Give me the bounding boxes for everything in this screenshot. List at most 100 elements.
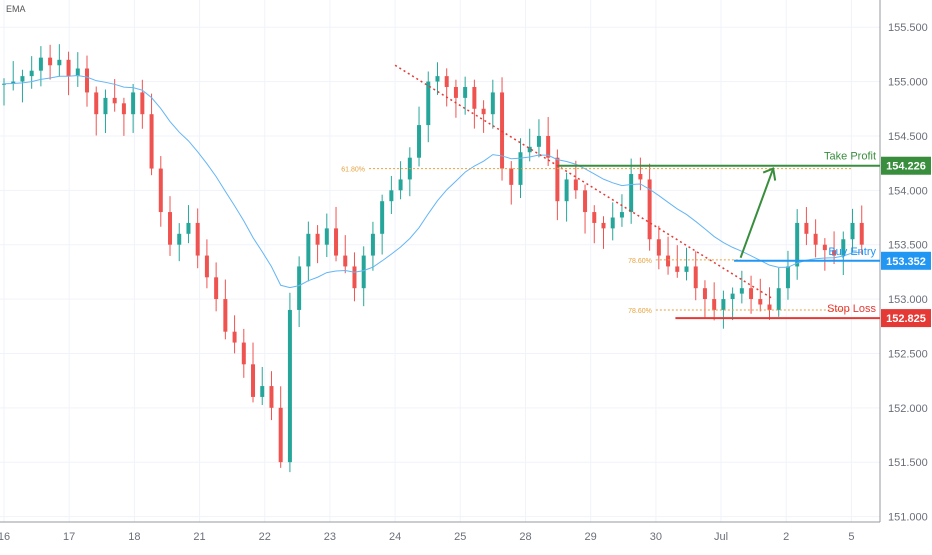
- candle-body: [490, 92, 495, 115]
- candle-body: [48, 57, 53, 66]
- candle-body: [370, 233, 375, 256]
- target-arrow-head: [762, 167, 777, 181]
- candle-body: [804, 222, 809, 234]
- x-tick-label: 24: [389, 531, 401, 543]
- candle-body: [324, 228, 329, 245]
- candle-body: [287, 309, 292, 463]
- candle-body: [361, 255, 366, 289]
- x-tick-label: 2: [783, 531, 789, 543]
- fib-61-8-label: 61.80%: [341, 167, 365, 174]
- downtrend-line: [394, 64, 774, 300]
- candle-body: [131, 92, 136, 115]
- candle-body: [776, 288, 781, 310]
- candle-body: [795, 222, 800, 267]
- ema-line: [3, 75, 862, 289]
- buy-entry-price-text: 153.352: [886, 256, 926, 268]
- candle-body: [260, 386, 265, 397]
- y-tick-label: 152.000: [888, 403, 928, 415]
- candle-body: [444, 76, 449, 87]
- candle-body: [813, 233, 818, 245]
- candle-body: [278, 407, 283, 463]
- candle-body: [57, 59, 62, 66]
- candle-body: [509, 168, 514, 185]
- candle-body: [38, 57, 43, 71]
- fib-78-6-upper-label: 78.60%: [628, 258, 652, 265]
- candle-body: [666, 255, 671, 267]
- candle-body: [573, 179, 578, 191]
- fib-78-6-lower-label: 78.60%: [628, 308, 652, 315]
- candle-body: [822, 244, 827, 251]
- candle-body: [306, 233, 311, 267]
- x-tick-label: Jul: [714, 531, 728, 543]
- x-tick-label: 25: [454, 531, 466, 543]
- x-tick-label: 23: [324, 531, 336, 543]
- candle-body: [518, 152, 523, 185]
- candle-body: [749, 288, 754, 300]
- candle-body: [647, 179, 652, 240]
- y-tick-label: 152.500: [888, 348, 928, 360]
- candle-body: [758, 299, 763, 305]
- candle-body: [546, 135, 551, 158]
- candle-body: [684, 266, 689, 272]
- candle-body: [11, 81, 16, 84]
- candle-body: [297, 266, 302, 310]
- y-tick-label: 151.500: [888, 457, 928, 469]
- indicator-label: EMA: [6, 4, 26, 14]
- candle-body: [168, 212, 173, 245]
- candle-body: [656, 239, 661, 256]
- candle-body: [241, 342, 246, 365]
- x-tick-label: 16: [0, 531, 10, 543]
- candle-body: [177, 233, 182, 245]
- candle-body: [112, 97, 117, 104]
- candle-body: [583, 190, 588, 213]
- x-tick-label: 30: [650, 531, 662, 543]
- candle-body: [730, 293, 735, 300]
- candle-body: [619, 212, 624, 218]
- x-tick-label: 22: [259, 531, 271, 543]
- candle-body: [417, 125, 422, 158]
- y-tick-label: 153.500: [888, 240, 928, 252]
- candle-body: [785, 266, 790, 289]
- candle-body: [629, 174, 634, 213]
- candle-body: [380, 201, 385, 234]
- candle-body: [832, 250, 837, 256]
- y-tick-label: 154.000: [888, 185, 928, 197]
- candle-body: [343, 255, 348, 267]
- candle-body: [66, 59, 71, 77]
- y-tick-label: 154.500: [888, 131, 928, 143]
- candle-body: [94, 92, 99, 115]
- candle-body: [481, 108, 486, 115]
- buy-entry-label: Buy Entry: [828, 246, 876, 258]
- candle-body: [121, 103, 126, 115]
- candle-body: [426, 81, 431, 126]
- candle-body: [103, 97, 108, 115]
- x-tick-label: 18: [128, 531, 140, 543]
- candle-body: [158, 168, 163, 213]
- candle-body: [195, 222, 200, 256]
- candle-body: [204, 255, 209, 278]
- y-tick-label: 155.500: [888, 22, 928, 34]
- candle-body: [214, 277, 219, 300]
- buy-entry-price-tag: [881, 251, 931, 270]
- candle-body: [75, 68, 80, 77]
- candle-body: [223, 299, 228, 332]
- candle-body: [721, 299, 726, 310]
- take-profit-price-text: 154.226: [886, 161, 926, 173]
- y-tick-label: 151.000: [888, 512, 928, 524]
- candle-body: [435, 76, 440, 82]
- candle-body: [398, 179, 403, 191]
- candle-body: [140, 92, 145, 115]
- candle-body: [315, 233, 320, 245]
- candle-body: [186, 222, 191, 234]
- candle-body: [564, 179, 569, 202]
- candle-body: [610, 217, 615, 229]
- stop-loss-price-tag: [881, 309, 931, 328]
- x-tick-label: 28: [519, 531, 531, 543]
- candle-body: [841, 239, 846, 256]
- candle-body: [463, 87, 468, 98]
- candle-body: [29, 70, 34, 77]
- candle-body: [712, 299, 717, 310]
- candle-body: [149, 114, 154, 169]
